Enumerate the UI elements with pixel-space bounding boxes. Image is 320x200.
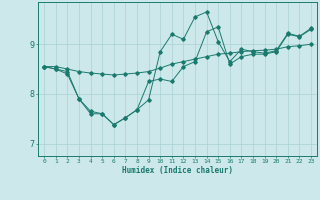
X-axis label: Humidex (Indice chaleur): Humidex (Indice chaleur) xyxy=(122,166,233,175)
